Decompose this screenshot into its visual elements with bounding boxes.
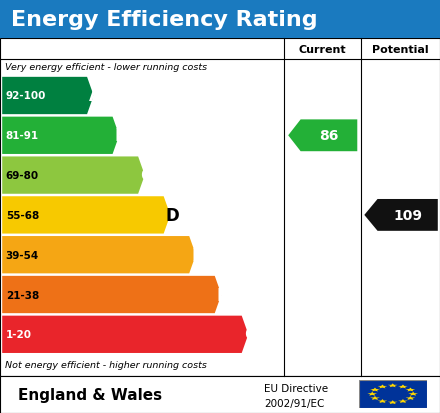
Text: 81-91: 81-91 (6, 131, 39, 141)
Text: 55-68: 55-68 (6, 210, 39, 221)
Text: 86: 86 (319, 129, 339, 143)
Text: 69-80: 69-80 (6, 171, 39, 180)
Polygon shape (2, 276, 221, 313)
Polygon shape (388, 400, 398, 404)
Polygon shape (370, 396, 380, 400)
Polygon shape (367, 392, 377, 396)
Text: B: B (115, 127, 128, 145)
Text: Potential: Potential (372, 45, 429, 55)
Polygon shape (406, 396, 415, 400)
Bar (0, 0, 440, 39)
Polygon shape (2, 117, 119, 154)
Text: England & Wales: England & Wales (18, 387, 162, 402)
Text: E: E (191, 246, 203, 264)
Text: 21-38: 21-38 (6, 290, 39, 300)
Polygon shape (2, 316, 248, 353)
Polygon shape (288, 120, 357, 152)
Polygon shape (2, 237, 196, 274)
Text: Not energy efficient - higher running costs: Not energy efficient - higher running co… (5, 361, 207, 370)
Polygon shape (408, 392, 418, 396)
Polygon shape (378, 385, 387, 388)
Polygon shape (388, 383, 398, 387)
Text: C: C (140, 167, 153, 185)
Polygon shape (378, 399, 387, 403)
Text: D: D (166, 206, 180, 224)
Text: G: G (244, 325, 258, 344)
Polygon shape (2, 197, 170, 234)
Text: 109: 109 (393, 209, 422, 222)
Text: 39-54: 39-54 (6, 250, 39, 260)
Polygon shape (370, 388, 380, 392)
Text: A: A (89, 87, 102, 105)
Text: 2002/91/EC: 2002/91/EC (264, 398, 324, 408)
Text: 1-20: 1-20 (6, 330, 32, 339)
Polygon shape (364, 199, 438, 231)
Text: Very energy efficient - lower running costs: Very energy efficient - lower running co… (5, 63, 207, 72)
Text: F: F (217, 286, 228, 304)
Text: Current: Current (298, 45, 346, 55)
Polygon shape (2, 157, 145, 194)
Polygon shape (398, 399, 408, 403)
Bar (0, 376, 440, 413)
Polygon shape (406, 388, 415, 392)
Polygon shape (398, 385, 408, 388)
Text: EU Directive: EU Directive (264, 383, 328, 393)
Polygon shape (2, 78, 94, 115)
Text: 92-100: 92-100 (6, 91, 46, 101)
Bar (0, 39, 440, 376)
Text: Energy Efficiency Rating: Energy Efficiency Rating (11, 9, 318, 30)
